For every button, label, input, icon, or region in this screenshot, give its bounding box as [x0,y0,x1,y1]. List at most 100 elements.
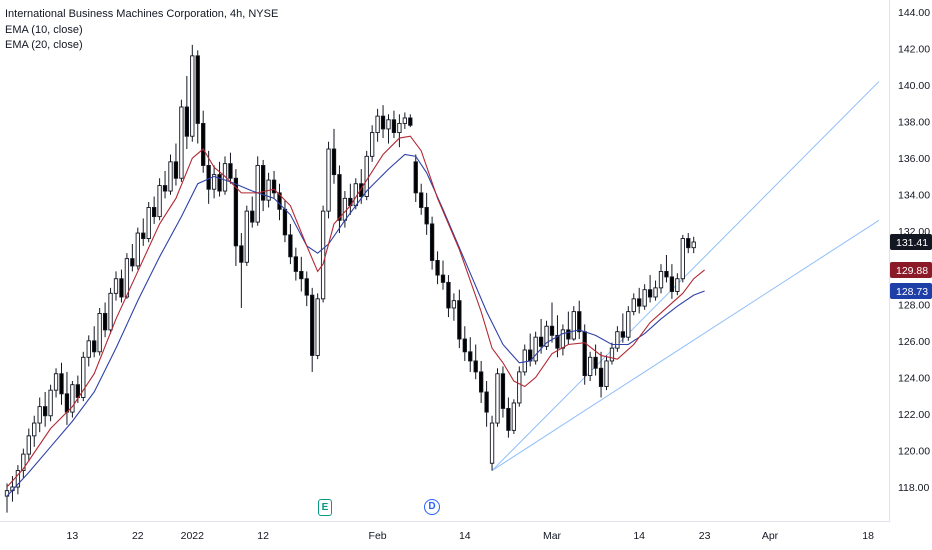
candle-body [162,185,168,192]
candle-body [544,325,549,347]
candle-body [538,336,544,347]
candle-body [326,148,331,212]
candle-body [222,163,228,192]
candle-body [419,192,424,208]
candle-body [489,422,495,464]
price-tick-label: 144.00 [898,7,930,19]
candle-body [517,371,522,404]
candle-body [386,119,391,130]
candle-body [228,163,233,179]
candle-body [669,276,675,292]
candle-body [462,338,467,353]
candle-body [555,334,560,349]
candle-body [15,470,21,488]
candle-body [282,208,288,236]
candle-body [495,373,500,424]
candle-body [70,384,75,413]
price-tag-ema20 [890,282,932,299]
candle-body [201,122,206,166]
time-axis-border [0,521,890,522]
candle-body [217,174,222,192]
candle-body [141,232,146,239]
candle-body [81,356,86,398]
candle-body [190,55,195,137]
candle-body [43,406,48,417]
candle-body [435,260,440,276]
candle-body [124,258,130,298]
candle-body [566,329,571,340]
candle-body [468,351,473,362]
candle-body [604,360,609,387]
candle-body [484,391,489,413]
legend-symbol: International Business Machines Corporat… [5,8,279,20]
candle-body [157,185,162,218]
candle-body [310,294,315,356]
candle-body [86,340,91,358]
time-tick-label: 14 [633,530,645,542]
candle-body [451,300,457,309]
candle-body [92,340,97,353]
dividend-marker-icon[interactable]: D [424,499,440,515]
price-tag-label-ema20: 128.73 [896,286,928,298]
price-tick-label: 140.00 [898,80,930,92]
earnings-marker-icon[interactable]: E [318,499,332,516]
candle-body [130,258,135,267]
candle-body [239,245,244,263]
candle-body [571,311,576,340]
candle-body [626,311,631,338]
candle-body [195,55,200,124]
candle-body [686,238,691,249]
price-tag-label-last: 131.41 [896,237,928,249]
price-tag-last [890,234,932,251]
chart-legend: International Business Machines Corporat… [5,7,278,54]
candle-body [473,360,478,373]
candle-body [32,422,37,437]
candle-body [457,300,462,340]
candle-body [206,165,211,190]
candle-body [337,174,342,221]
candle-body [184,106,189,137]
legend-ema-10[interactable]: EMA (10, close) [5,23,83,36]
candle-body [320,210,326,300]
candle-body [598,367,604,387]
candle-body [479,371,484,393]
candle-body [446,281,451,309]
candle-body [577,311,582,333]
candle-body [21,453,26,472]
candle-body [48,389,53,417]
candle-body [179,106,184,179]
candle-body [53,373,59,391]
candle-body [658,270,664,289]
legend-ema-20[interactable]: EMA (20, close) [5,39,83,51]
price-tick-label: 136.00 [898,153,930,165]
candle-body [380,115,386,130]
candle-body [359,183,364,197]
price-tick-label: 142.00 [898,44,930,56]
candle-body [59,373,64,395]
candle-body [75,384,81,398]
candle-body [173,161,179,179]
candle-body [397,122,402,134]
price-tick-label: 128.00 [898,299,930,311]
candle-body [261,165,266,201]
candle-body [211,174,217,190]
time-tick-label: 23 [699,530,711,542]
candle-body [588,356,593,377]
candle-body [342,197,348,221]
candle-body [113,278,119,294]
candle-body [370,132,375,157]
candle-body [146,207,151,239]
candle-body [135,232,140,267]
candle-body [408,117,413,126]
time-tick-label: 22 [132,530,144,542]
candle-body [233,177,239,247]
ema-10-line [6,135,705,488]
time-tick-label: 2022 [181,530,205,542]
candle-body [593,356,598,369]
price-tick-label: 134.00 [898,190,930,202]
candle-body [429,223,435,261]
candle-body [375,115,380,134]
trendline-1 [491,219,880,471]
candle-body [37,406,42,424]
